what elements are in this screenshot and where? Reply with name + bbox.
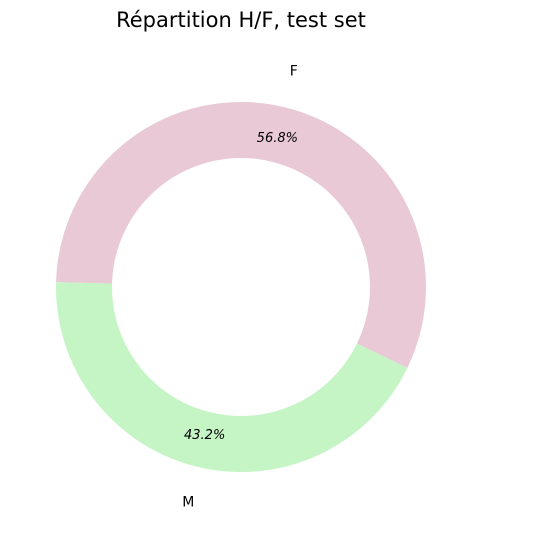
percent-label-m: 43.2% xyxy=(184,428,225,443)
percent-label-f: 56.8% xyxy=(257,131,298,146)
donut-slice-f xyxy=(56,102,427,369)
category-label-m: M xyxy=(182,495,194,511)
category-label-f: F xyxy=(290,63,298,79)
donut-slice-m xyxy=(56,282,408,473)
chart-title: Répartition H/F, test set xyxy=(116,8,366,32)
